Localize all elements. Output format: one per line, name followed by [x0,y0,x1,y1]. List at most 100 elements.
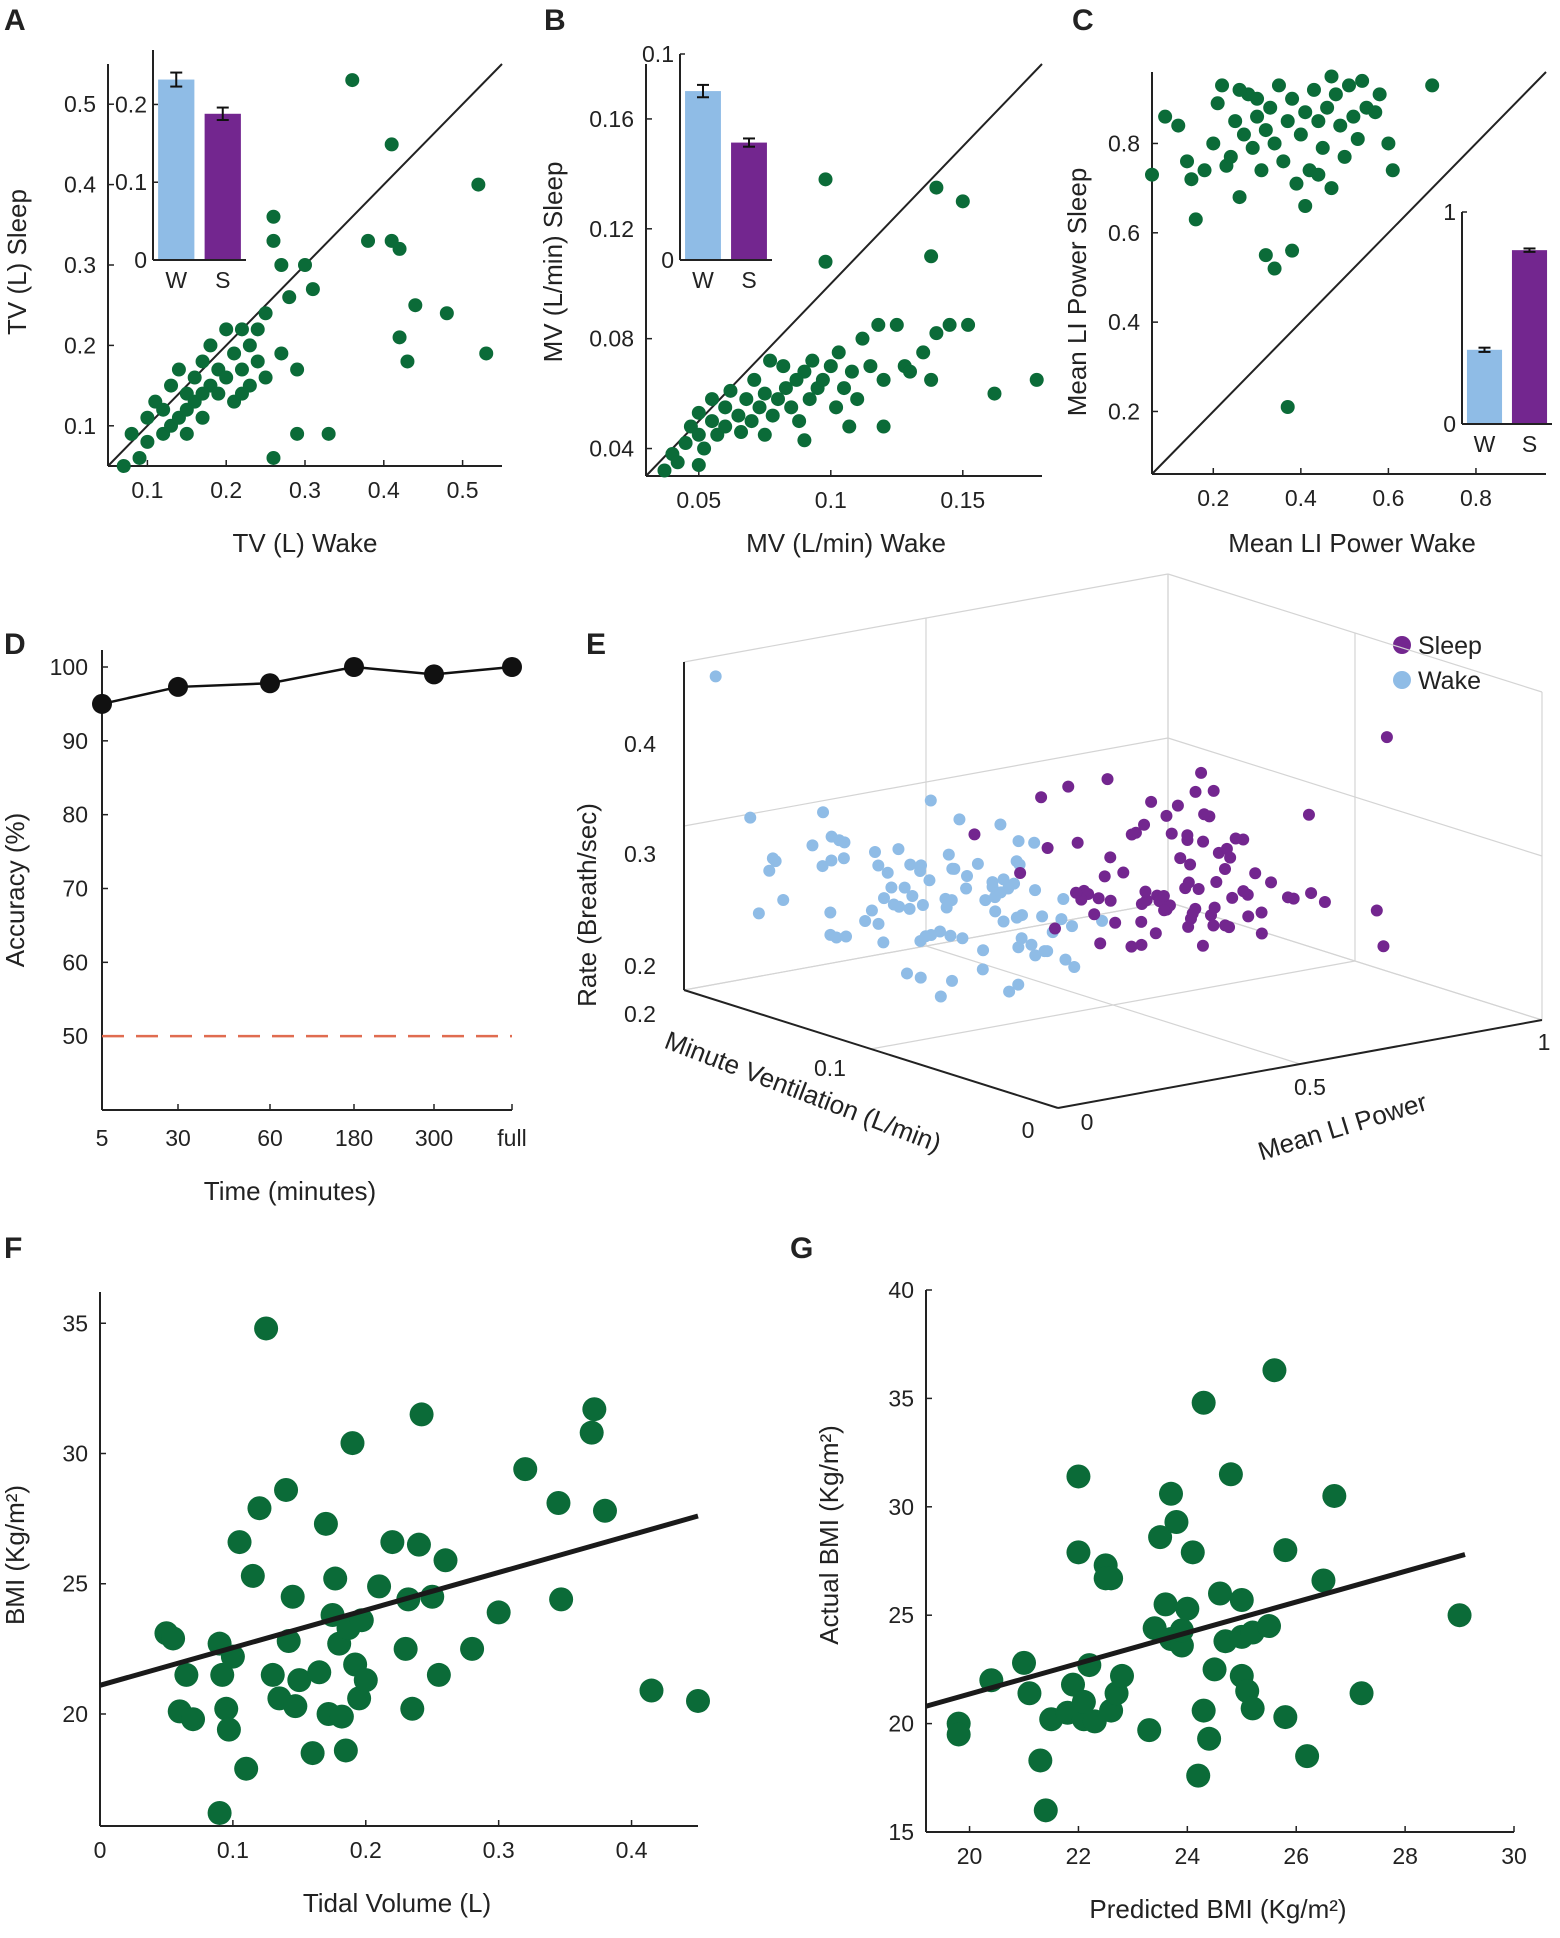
data-point [439,306,454,321]
data-point [1295,1744,1320,1769]
inset-bar-sleep [731,142,767,260]
sleep-point [1014,866,1027,879]
data-point [486,1600,511,1625]
data-point [961,317,976,332]
data-point [691,427,706,442]
data-point [266,450,281,465]
data-point [784,400,799,415]
sleep-point [1224,851,1237,864]
wake-point [1057,892,1070,905]
sleep-point [1318,895,1331,908]
data-point [1223,149,1238,164]
legend-wake-marker [1393,671,1411,689]
data-point [116,459,131,473]
data-point [837,381,851,396]
data-point [345,73,360,88]
data-point [260,1662,285,1687]
data-point [805,353,820,368]
data-point [1250,109,1265,124]
data-point [287,1668,312,1693]
data-point [1306,82,1321,97]
data-point [1324,181,1339,196]
data-point [1028,1748,1053,1773]
data-point [400,354,415,369]
data-point [1289,176,1304,191]
data-point [549,1587,574,1612]
y-tick-label: 50 [62,1023,88,1049]
y-tick-label: 0.2 [1108,398,1140,424]
data-point [705,392,719,407]
wake-point [939,892,952,905]
data-point [140,410,155,425]
data-point [686,1688,710,1713]
data-point [240,1563,265,1588]
sleep-point [1145,795,1158,808]
data-point [718,419,733,434]
data-point [1012,1650,1036,1675]
data-point [1159,1481,1183,1506]
data-point [471,177,486,192]
x-tick-label: 20 [957,1843,983,1869]
data-point [1315,140,1330,155]
x-tick-label: 0.3 [483,1837,515,1863]
data-point [1254,163,1269,178]
y-tick-label: 30 [888,1494,914,1520]
y-tick-label: 100 [50,654,88,680]
data-point [1215,78,1230,93]
wake-point [892,843,905,856]
data-point [266,233,281,248]
data-point [579,1420,604,1445]
sleep-point [1208,901,1221,914]
inset-y-tick-label: 0 [1443,411,1456,437]
wake-point [777,894,790,907]
data-point [1311,167,1326,182]
data-point [280,1584,305,1609]
data-point [1191,1698,1216,1723]
sleep-point [1229,832,1242,845]
sleep-point [1135,938,1148,951]
data-point [850,392,865,407]
data-point [1285,91,1300,106]
panel-e-xtick: 1 [1538,1029,1551,1055]
accuracy-point [344,657,364,677]
sleep-point [1184,858,1197,871]
legend-wake-label: Wake [1418,667,1481,695]
wake-point [885,881,898,894]
y-tick-label: 0.08 [589,326,634,352]
panel-e-ztick: 0.4 [624,731,656,757]
panel-a-scatter: 0.1 0.2 0.3 0.4 0.5 0.1 0.2 0.3 0.4 0.5 W S 0 0.1 0.2 [64,50,503,503]
wake-point [877,936,890,949]
data-point [855,331,870,346]
sleep-point [1071,836,1084,849]
data-point [903,364,917,379]
data-point [582,1397,607,1422]
data-point [1208,1581,1232,1606]
data-point [164,378,179,393]
sleep-point [1041,841,1054,854]
inset-y-tick-label: 0 [134,247,147,273]
data-point [752,400,767,415]
regression-line [99,1513,699,1688]
data-point [321,426,336,441]
sleep-point [1158,904,1171,917]
wake-point [1010,911,1023,924]
inset-category-label: S [741,267,756,293]
data-point [171,362,186,377]
data-point [1188,212,1203,227]
sleep-point [1305,887,1318,900]
data-point [778,381,793,396]
data-point [797,364,812,379]
data-point [124,426,139,441]
sleep-point [1196,939,1209,952]
wake-point [872,859,885,872]
sleep-point [1104,894,1117,907]
data-point [1245,140,1260,155]
data-point [479,346,494,361]
accuracy-point [424,664,444,685]
data-point [392,241,407,256]
data-point [234,322,249,337]
data-point [1236,127,1251,142]
sleep-point [968,828,981,841]
data-point [195,410,210,425]
y-tick-label: 0.2 [64,332,96,358]
